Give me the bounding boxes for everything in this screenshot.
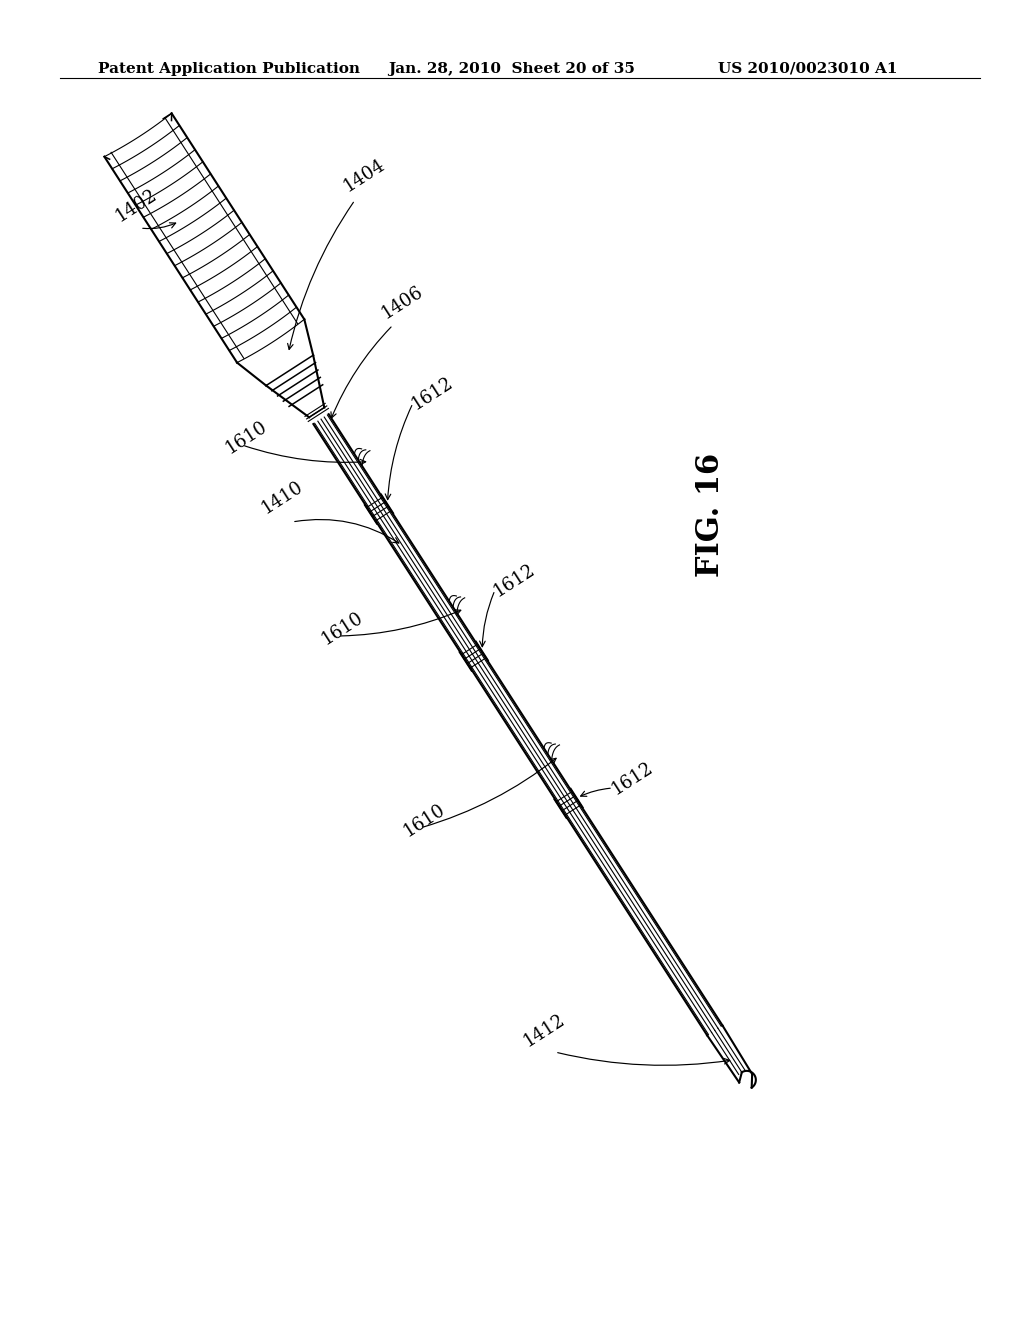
Text: 1410: 1410 — [258, 477, 306, 517]
Text: 1612: 1612 — [608, 758, 656, 799]
Text: 1402: 1402 — [112, 185, 160, 224]
Text: Patent Application Publication: Patent Application Publication — [98, 62, 360, 77]
Text: 1612: 1612 — [490, 560, 539, 601]
Text: 1610: 1610 — [400, 800, 449, 840]
Text: 1612: 1612 — [408, 374, 457, 413]
Text: US 2010/0023010 A1: US 2010/0023010 A1 — [718, 62, 897, 77]
Text: 1406: 1406 — [378, 282, 426, 322]
Text: 1610: 1610 — [318, 609, 367, 648]
Text: 1412: 1412 — [520, 1010, 568, 1049]
Text: Jan. 28, 2010  Sheet 20 of 35: Jan. 28, 2010 Sheet 20 of 35 — [388, 62, 635, 77]
Text: 1404: 1404 — [340, 154, 388, 195]
Text: FIG. 16: FIG. 16 — [695, 453, 726, 577]
Text: 1610: 1610 — [222, 417, 270, 457]
